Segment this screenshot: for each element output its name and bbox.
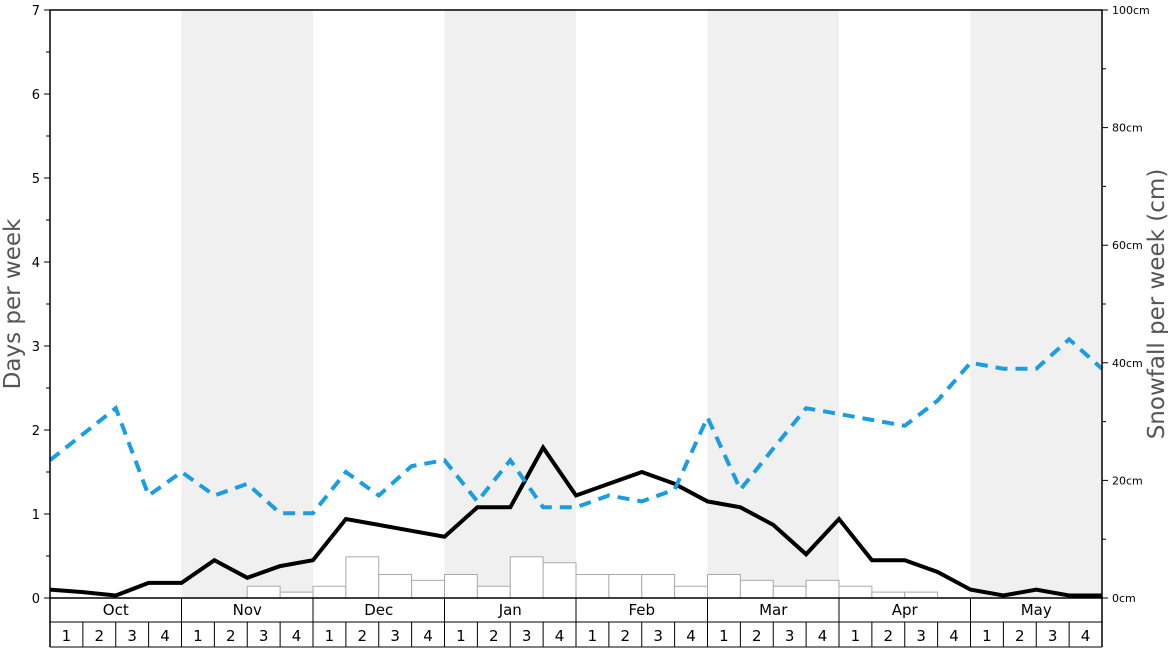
- left-tick-label: 1: [32, 508, 40, 523]
- left-tick-label: 3: [32, 340, 40, 355]
- month-label: Nov: [233, 601, 262, 619]
- right-tick-label: 40cm: [1112, 357, 1143, 370]
- snowfall-bar: [411, 579, 445, 599]
- snowfall-bar: [378, 573, 413, 599]
- shaded-month-band: [444, 10, 576, 598]
- solid-series-line: [49, 443, 1102, 598]
- snowfall-bar: [707, 573, 741, 599]
- week-label: 4: [423, 627, 433, 645]
- week-label: 4: [1081, 627, 1091, 645]
- week-label: 3: [785, 627, 795, 645]
- snowfall-bar: [312, 585, 347, 599]
- right-axis: 0cm 20cm 40cm 60cm 80cm 100cm: [1102, 4, 1150, 605]
- shaded-month-band: [707, 10, 839, 598]
- week-label: 1: [456, 627, 466, 645]
- snowfall-bar: [608, 573, 643, 599]
- week-label: 2: [489, 627, 499, 645]
- month-label: May: [1021, 601, 1052, 619]
- snowfall-bar: [476, 585, 511, 599]
- snowfall-bar: [904, 591, 939, 599]
- week-label: 4: [555, 627, 565, 645]
- snowfall-bar: [542, 562, 577, 599]
- week-label: 1: [62, 627, 72, 645]
- snowfall-bar: [871, 591, 906, 599]
- month-label: Apr: [892, 601, 919, 619]
- right-tick-label: 60cm: [1112, 239, 1143, 252]
- week-label: 1: [719, 627, 729, 645]
- left-axis: 0 1 2 3 4 5 6 7: [32, 4, 50, 607]
- week-label: 3: [390, 627, 400, 645]
- snowfall-bar: [444, 573, 478, 599]
- week-label: 1: [588, 627, 598, 645]
- month-label: Dec: [364, 601, 393, 619]
- week-label: 3: [653, 627, 663, 645]
- right-tick-label: 100cm: [1112, 4, 1150, 17]
- right-tick-label: 20cm: [1112, 474, 1143, 487]
- month-label: Mar: [759, 601, 788, 619]
- week-label: 2: [226, 627, 236, 645]
- snowfall-bar: [246, 585, 281, 599]
- week-label: 3: [259, 627, 269, 645]
- week-label: 4: [818, 627, 828, 645]
- left-axis-title: Days per week: [0, 218, 26, 389]
- week-label: 1: [851, 627, 861, 645]
- snowfall-bar: [575, 573, 610, 599]
- snowfall-bar: [838, 585, 873, 599]
- month-axis: Oct 1 2 3 4 Nov 1 2 3 4 Dec 1 2 3 4 Jan 1 2 3 4 Feb 1 2 3 4 Mar 1 2…: [49, 598, 1103, 648]
- week-label: 4: [949, 627, 959, 645]
- week-label: 2: [95, 627, 105, 645]
- week-label: 1: [982, 627, 992, 645]
- week-label: 4: [292, 627, 302, 645]
- week-label: 2: [358, 627, 368, 645]
- left-tick-label: 7: [32, 4, 40, 19]
- snowfall-bar: [739, 579, 774, 599]
- snowfall-bar: [805, 579, 840, 599]
- left-tick-label: 2: [32, 424, 40, 439]
- snowfall-bar: [674, 585, 708, 599]
- snowfall-bar: [279, 591, 314, 599]
- shaded-month-band: [181, 10, 313, 598]
- snowfall-bar: [345, 556, 380, 599]
- week-label: 3: [127, 627, 137, 645]
- month-label: Oct: [103, 601, 129, 619]
- shaded-month-band: [970, 10, 1102, 598]
- right-tick-label: 80cm: [1112, 122, 1143, 135]
- week-label: 4: [686, 627, 696, 645]
- left-tick-label: 5: [32, 172, 40, 187]
- left-tick-label: 0: [32, 592, 40, 607]
- week-label: 3: [1048, 627, 1058, 645]
- week-label: 3: [916, 627, 926, 645]
- week-label: 2: [752, 627, 762, 645]
- snowfall-bar: [641, 573, 676, 599]
- dashed-series-line: [48, 336, 1104, 516]
- left-tick-label: 6: [32, 88, 40, 103]
- month-label: Feb: [628, 601, 655, 619]
- month-label: Jan: [498, 601, 522, 619]
- snowfall-bars: [246, 556, 939, 599]
- week-label: 2: [621, 627, 631, 645]
- week-label: 4: [160, 627, 170, 645]
- right-tick-label: 0cm: [1112, 592, 1136, 605]
- month-shading: [181, 10, 1102, 598]
- snowfall-bar: [509, 556, 544, 599]
- week-label: 2: [1015, 627, 1025, 645]
- snowfall-bar: [772, 585, 807, 599]
- week-label: 1: [193, 627, 203, 645]
- right-axis-title: Snowfall per week (cm): [1144, 169, 1168, 440]
- week-label: 3: [522, 627, 532, 645]
- series-lines: [48, 336, 1104, 598]
- left-tick-label: 4: [32, 256, 40, 271]
- week-label: 1: [325, 627, 335, 645]
- week-label: 2: [884, 627, 894, 645]
